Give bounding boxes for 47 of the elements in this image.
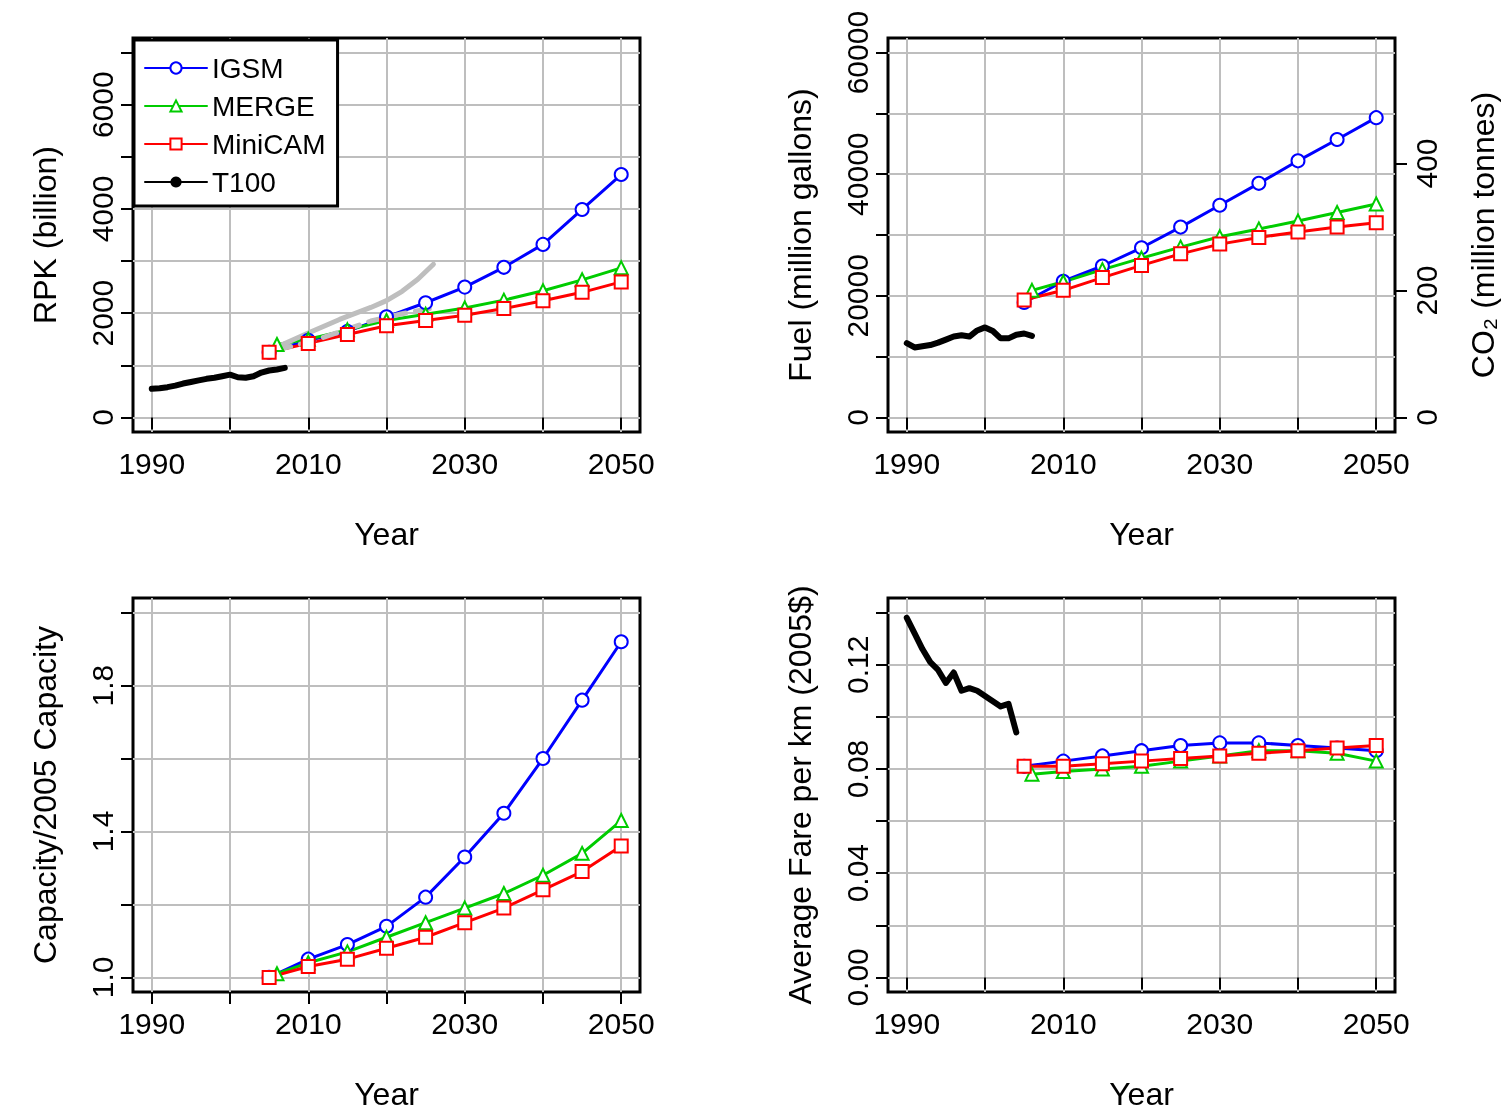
y-axis-title: RPK (billion) — [27, 146, 63, 324]
x-tick-label: 1990 — [118, 446, 186, 480]
y-axis-title: Average Fare per km (2005$) — [782, 585, 818, 1005]
x-tick-label: 2010 — [1029, 446, 1097, 480]
legend-label: MERGE — [212, 90, 315, 122]
y-tick-label: 1.0 — [85, 956, 119, 999]
x-axis-title: Year — [354, 516, 420, 552]
x-axis-title: Year — [1109, 1076, 1175, 1110]
legend-label: IGSM — [212, 52, 284, 84]
y-tick-label: 0 — [840, 409, 874, 426]
x-tick-label: 2030 — [431, 446, 499, 480]
y2-tick-label: 200 — [1409, 265, 1443, 316]
y-tick-label: 20000 — [840, 254, 874, 338]
y-tick-label: 60000 — [840, 10, 874, 95]
x-tick-label: 2050 — [1342, 1006, 1410, 1040]
legend-label: MiniCAM — [212, 128, 326, 160]
x-axis-title: Year — [354, 1076, 420, 1110]
y-axis-title: Capacity/2005 Capacity — [27, 626, 63, 964]
y-tick-label: 40000 — [840, 132, 874, 216]
y-tick-label: 0.08 — [840, 739, 874, 799]
y-tick-label: 2000 — [85, 279, 119, 347]
y-tick-label: 0 — [85, 409, 119, 426]
legend-label: T100 — [212, 166, 276, 198]
y2-axis-title: CO₂ (million tonnes) — [1465, 91, 1501, 379]
x-axis-title: Year — [1109, 516, 1175, 552]
y-tick-label: 0.00 — [840, 948, 874, 1007]
x-tick-label: 1990 — [873, 446, 941, 480]
y-tick-label: 6000 — [85, 71, 119, 139]
y2-tick-label: 400 — [1409, 138, 1443, 189]
x-tick-label: 2050 — [1342, 446, 1410, 480]
y-tick-label: 0.12 — [840, 635, 874, 694]
x-tick-label: 1990 — [873, 1006, 941, 1040]
y-axis-title: Fuel (million gallons) — [782, 88, 818, 382]
y-tick-label: 1.8 — [85, 664, 119, 707]
x-tick-label: 2050 — [587, 1006, 655, 1040]
x-tick-label: 2010 — [274, 446, 342, 480]
x-tick-label: 2010 — [274, 1006, 342, 1040]
x-tick-label: 1990 — [118, 1006, 186, 1040]
x-tick-label: 2030 — [1186, 1006, 1254, 1040]
x-tick-label: 2030 — [1186, 446, 1254, 480]
y2-tick-label: 0 — [1409, 409, 1443, 426]
x-tick-label: 2030 — [431, 1006, 499, 1040]
y-tick-label: 1.4 — [85, 810, 119, 853]
y-tick-label: 0.04 — [840, 843, 874, 903]
y-tick-label: 4000 — [85, 175, 119, 243]
x-tick-label: 2050 — [587, 446, 655, 480]
x-tick-label: 2010 — [1029, 1006, 1097, 1040]
